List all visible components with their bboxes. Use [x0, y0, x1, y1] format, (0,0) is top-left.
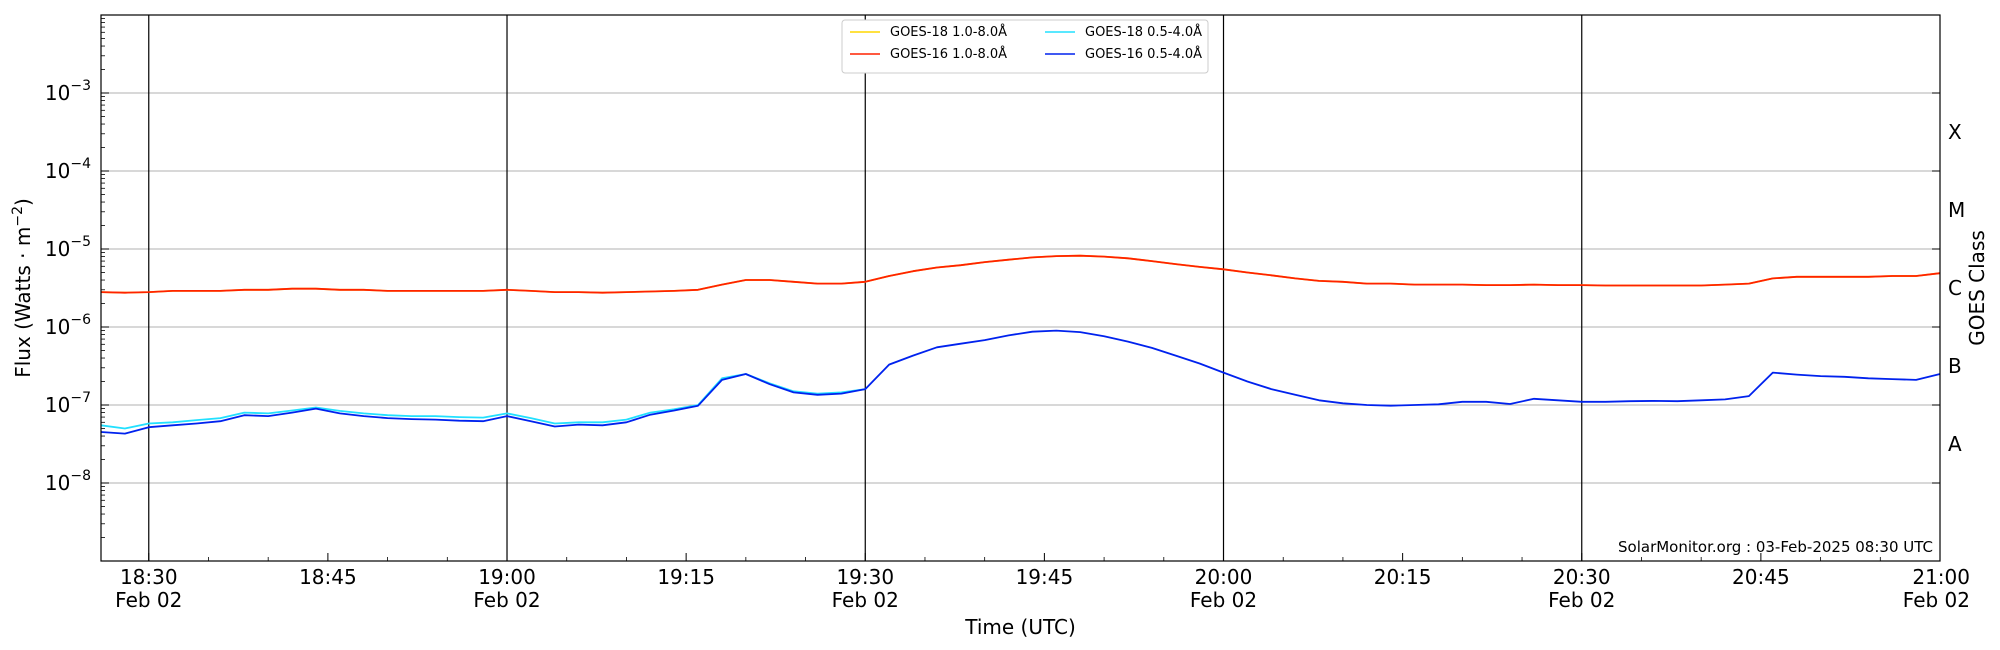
x-tick-label: 20:00 — [1195, 565, 1253, 589]
legend-entry: GOES-18 0.5-4.0Å — [1085, 24, 1202, 40]
x-tick-label: 19:30 — [836, 565, 894, 589]
x-axis-title: Time (UTC) — [964, 615, 1076, 639]
x-tick-label: 21:00 — [1912, 565, 1970, 589]
y-tick-base: 10 — [45, 159, 70, 183]
series-lines — [100, 254, 1941, 435]
goes-class-label: M — [1948, 198, 1965, 222]
y-tick-exponent: −3 — [70, 78, 91, 94]
y-tick-base: 10 — [45, 393, 70, 417]
y-tick-label: 10−5 — [45, 234, 91, 261]
y-tick-exponent: −5 — [70, 234, 91, 250]
goes-class-labels: A B C M X — [1948, 120, 1965, 456]
y-axis-title-exponent: −2 — [10, 206, 26, 227]
x-tick-date: Feb 02 — [473, 588, 540, 612]
y-tick-base: 10 — [45, 471, 70, 495]
x-tick-label: 19:45 — [1016, 565, 1074, 589]
series-line — [100, 254, 1941, 294]
y-axis-title: Flux (Watts · m−2) — [10, 198, 35, 378]
x-tick-label: 20:30 — [1553, 565, 1611, 589]
legend-box — [841, 19, 1209, 74]
x-tick-date: Feb 02 — [1548, 588, 1615, 612]
x-tick-label: 19:00 — [478, 565, 536, 589]
vertical-time-markers — [148, 15, 1583, 561]
goes-class-label: A — [1948, 432, 1962, 456]
x-tick-date: Feb 02 — [832, 588, 899, 612]
axis-ticks — [101, 18, 1941, 561]
series-line — [100, 329, 1941, 435]
goes-class-label: C — [1948, 276, 1962, 300]
y-tick-exponent: −4 — [70, 156, 91, 172]
horizontal-grid — [101, 92, 1940, 484]
x-tick-label: 19:15 — [657, 565, 715, 589]
series-line — [100, 254, 1941, 294]
y-tick-labels: 10−810−710−610−510−410−3 — [45, 78, 91, 495]
x-tick-label: 20:15 — [1374, 565, 1432, 589]
x-tick-label: 18:30 — [120, 565, 178, 589]
y-tick-label: 10−3 — [45, 78, 91, 105]
y-tick-exponent: −7 — [70, 390, 91, 406]
plot-frame — [100, 14, 1941, 562]
goes-class-label: B — [1948, 354, 1962, 378]
y-tick-label: 10−4 — [45, 156, 91, 183]
x-tick-date: Feb 02 — [115, 588, 182, 612]
goes-class-axis-title: GOES Class — [1965, 230, 1989, 346]
x-tick-date: Feb 02 — [1903, 588, 1970, 612]
credit-annotation: SolarMonitor.org : 03-Feb-2025 08:30 UTC — [1618, 538, 1933, 556]
legend-entry: GOES-18 1.0-8.0Å — [890, 24, 1007, 40]
legend-entry: GOES-16 1.0-8.0Å — [890, 46, 1007, 62]
y-tick-exponent: −6 — [70, 312, 91, 328]
y-tick-base: 10 — [45, 237, 70, 261]
x-tick-label: 20:45 — [1732, 565, 1790, 589]
goes-class-label: X — [1948, 120, 1962, 144]
y-tick-label: 10−8 — [45, 468, 91, 495]
x-tick-date: Feb 02 — [1190, 588, 1257, 612]
y-axis-title-main: Flux (Watts · m — [11, 227, 35, 378]
y-axis-title-close: ) — [11, 198, 35, 206]
y-tick-label: 10−7 — [45, 390, 91, 417]
x-tick-label: 18:45 — [299, 565, 357, 589]
legend-entry: GOES-16 0.5-4.0Å — [1085, 46, 1202, 62]
y-tick-exponent: −8 — [70, 468, 91, 484]
y-tick-base: 10 — [45, 315, 70, 339]
y-tick-base: 10 — [45, 81, 70, 105]
legend: GOES-18 1.0-8.0Å GOES-16 1.0-8.0Å GOES-18 … — [841, 19, 1209, 74]
y-tick-label: 10−6 — [45, 312, 91, 339]
